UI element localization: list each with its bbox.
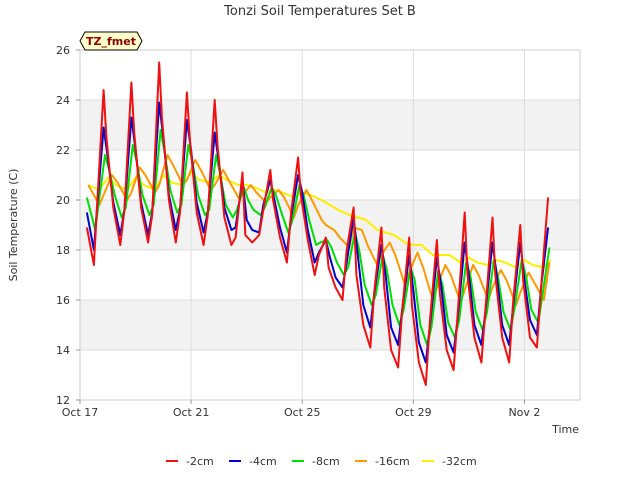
y-tick-label: 22 <box>56 144 70 157</box>
legend-label: -4cm <box>249 455 277 468</box>
y-tick-label: 20 <box>56 194 70 207</box>
chart-title: Tonzi Soil Temperatures Set B <box>223 4 416 19</box>
plot-frame <box>79 49 581 401</box>
legend-label: -32cm <box>442 455 477 468</box>
plot-background <box>80 50 580 400</box>
legend-label: -8cm <box>312 455 340 468</box>
y-tick-label: 16 <box>56 294 70 307</box>
x-tick-label: Nov 2 <box>508 406 540 419</box>
legend: -2cm -4cm -8cm -16cm -32cm <box>166 455 477 468</box>
y-tick-label: 26 <box>56 44 70 57</box>
legend-item: -16cm <box>355 455 410 468</box>
y-axis-label: Soil Temperature (C) <box>7 169 20 282</box>
x-tick-label: Oct 17 <box>62 406 99 419</box>
legend-item: -4cm <box>229 455 277 468</box>
y-tick-label: 12 <box>56 394 70 407</box>
x-tick-label: Oct 29 <box>395 406 432 419</box>
x-axis-label: Time <box>551 423 579 436</box>
site-badge-frame <box>79 31 143 51</box>
plot-band <box>80 300 580 350</box>
axes: 12 14 16 18 20 22 24 26 Oct 17 Oct 21 Oct 25 Oct 29… <box>56 44 581 419</box>
series-layer <box>85 61 552 386</box>
y-tick-label: 14 <box>56 344 70 357</box>
legend-item: -2cm <box>166 455 214 468</box>
series-line-minus2cm <box>85 61 550 386</box>
site-badge: TZ_fmet <box>79 31 143 51</box>
y-tick-label: 24 <box>56 94 70 107</box>
legend-label: -2cm <box>186 455 214 468</box>
y-tick-label: 18 <box>56 244 70 257</box>
x-tick-label: Oct 21 <box>173 406 210 419</box>
site-badge-label: TZ_fmet <box>86 35 136 48</box>
series-line-minus16cm <box>87 154 551 306</box>
x-tick-label: Oct 25 <box>284 406 321 419</box>
plot-band <box>80 200 580 250</box>
legend-item: -8cm <box>292 455 340 468</box>
legend-label: -16cm <box>375 455 410 468</box>
legend-item: -32cm <box>422 455 477 468</box>
